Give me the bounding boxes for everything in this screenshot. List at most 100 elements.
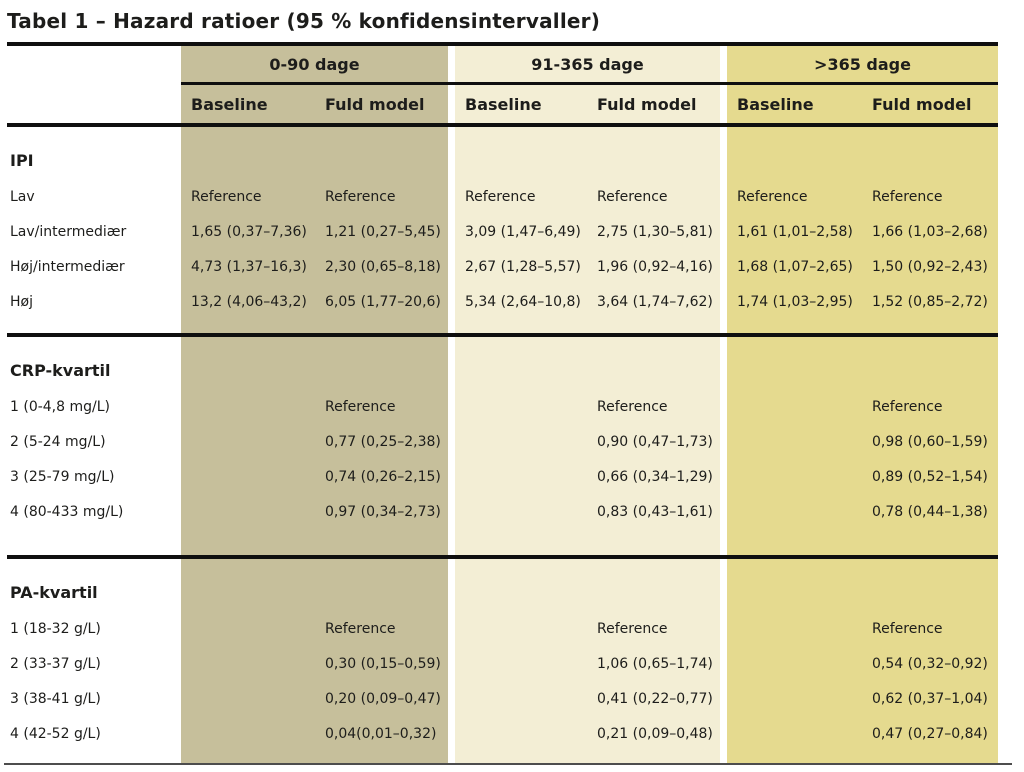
section-heading: CRP-kvartil	[7, 337, 181, 389]
group-gap	[448, 127, 455, 179]
row-label: 2 (33-37 g/L)	[7, 646, 181, 681]
group-gap	[448, 611, 455, 646]
subheader-baseline: Baseline	[727, 85, 862, 123]
data-cell: 0,30 (0,15–0,59)	[315, 646, 448, 681]
group-gap	[720, 716, 727, 751]
section-spacer	[7, 529, 998, 555]
row-label: 2 (5-24 mg/L)	[7, 424, 181, 459]
group-header-rule	[181, 82, 998, 85]
data-cell	[587, 559, 720, 611]
data-cell: 2,67 (1,28–5,57)	[455, 249, 587, 284]
group-gap	[448, 494, 455, 529]
data-cell: Reference	[862, 389, 998, 424]
data-cell: Reference	[587, 389, 720, 424]
section-divider	[7, 555, 998, 559]
data-cell	[455, 611, 587, 646]
group-gap	[720, 214, 727, 249]
data-cell	[727, 127, 862, 179]
table-row: Lav Reference Reference Reference Refere…	[7, 179, 998, 214]
data-cell	[455, 681, 587, 716]
data-cell: 0,21 (0,09–0,48)	[587, 716, 720, 751]
data-cell	[315, 337, 448, 389]
data-cell: 0,83 (0,43–1,61)	[587, 494, 720, 529]
data-cell: 0,62 (0,37–1,04)	[862, 681, 998, 716]
table-row: Høj/intermediær 4,73 (1,37–16,3) 2,30 (0…	[7, 249, 998, 284]
data-cell	[862, 337, 998, 389]
corner-cell	[7, 46, 181, 82]
table-row: 1 (0-4,8 mg/L) Reference Reference Refer…	[7, 389, 998, 424]
data-cell	[455, 494, 587, 529]
table-row: 1 (18-32 g/L) Reference Reference Refere…	[7, 611, 998, 646]
data-cell	[727, 681, 862, 716]
data-cell	[181, 646, 315, 681]
table-row: 3 (38-41 g/L) 0,20 (0,09–0,47) 0,41 (0,2…	[7, 681, 998, 716]
data-cell: Reference	[862, 179, 998, 214]
table-row: 4 (42-52 g/L) 0,04(0,01–0,32) 0,21 (0,09…	[7, 716, 998, 751]
data-cell: 1,21 (0,27–5,45)	[315, 214, 448, 249]
data-cell	[181, 127, 315, 179]
data-cell: 4,73 (1,37–16,3)	[181, 249, 315, 284]
group-gap	[720, 424, 727, 459]
group-gap	[448, 716, 455, 751]
group-gap	[448, 337, 455, 389]
group-gap	[720, 179, 727, 214]
data-cell	[455, 716, 587, 751]
data-cell	[315, 127, 448, 179]
group-gap	[720, 494, 727, 529]
data-cell	[727, 424, 862, 459]
data-cell	[727, 337, 862, 389]
group-gap	[448, 284, 455, 319]
data-cell: Reference	[587, 611, 720, 646]
data-cell	[727, 459, 862, 494]
group-gap	[448, 424, 455, 459]
subheader-fuld-model: Fuld model	[587, 85, 720, 123]
data-cell: Reference	[181, 179, 315, 214]
data-cell	[455, 337, 587, 389]
data-cell: Reference	[315, 179, 448, 214]
data-cell	[181, 681, 315, 716]
row-label: 4 (80-433 mg/L)	[7, 494, 181, 529]
data-cell	[727, 389, 862, 424]
subheader-row: Baseline Fuld model Baseline Fuld model …	[7, 85, 998, 123]
data-cell: 0,78 (0,44–1,38)	[862, 494, 998, 529]
data-cell	[181, 424, 315, 459]
data-cell: 0,90 (0,47–1,73)	[587, 424, 720, 459]
data-cell	[727, 646, 862, 681]
corner-cell	[7, 85, 181, 123]
group-gap	[720, 284, 727, 319]
table-row: 4 (80-433 mg/L) 0,97 (0,34–2,73) 0,83 (0…	[7, 494, 998, 529]
group-gap	[720, 611, 727, 646]
data-cell	[587, 337, 720, 389]
section-heading-row-crp: CRP-kvartil	[7, 337, 998, 389]
group-gap	[448, 85, 455, 123]
data-cell	[862, 127, 998, 179]
data-cell	[727, 494, 862, 529]
data-cell	[727, 611, 862, 646]
data-cell	[455, 646, 587, 681]
row-label: 3 (38-41 g/L)	[7, 681, 181, 716]
subheader-fuld-model: Fuld model	[315, 85, 448, 123]
group-gap	[448, 214, 455, 249]
table-title: Tabel 1 – Hazard ratioer (95 % konfidens…	[7, 9, 601, 33]
data-cell: 1,68 (1,07–2,65)	[727, 249, 862, 284]
data-cell: 2,75 (1,30–5,81)	[587, 214, 720, 249]
table-bottom-rule	[4, 763, 1012, 765]
data-cell: Reference	[455, 179, 587, 214]
column-group-91-365: 91-365 dage	[455, 46, 720, 82]
group-gap	[448, 249, 455, 284]
data-cell: 5,34 (2,64–10,8)	[455, 284, 587, 319]
subheader-fuld-model: Fuld model	[862, 85, 998, 123]
data-cell	[727, 716, 862, 751]
data-cell: 0,77 (0,25–2,38)	[315, 424, 448, 459]
data-cell	[181, 337, 315, 389]
data-cell: Reference	[727, 179, 862, 214]
data-cell: 1,52 (0,85–2,72)	[862, 284, 998, 319]
section-divider	[7, 333, 998, 337]
table-row: 3 (25-79 mg/L) 0,74 (0,26–2,15) 0,66 (0,…	[7, 459, 998, 494]
data-cell: 6,05 (1,77–20,6)	[315, 284, 448, 319]
group-gap	[448, 681, 455, 716]
group-gap	[720, 559, 727, 611]
data-cell: Reference	[315, 611, 448, 646]
row-label: Lav/intermediær	[7, 214, 181, 249]
section-heading-row-pa: PA-kvartil	[7, 559, 998, 611]
